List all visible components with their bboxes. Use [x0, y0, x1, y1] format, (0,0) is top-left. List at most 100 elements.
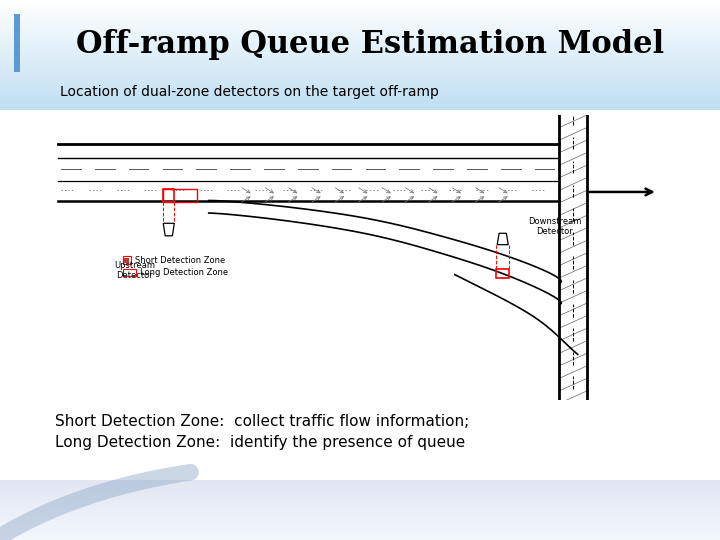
Bar	[0, 503, 720, 504]
Bar	[0, 99, 720, 100]
Bar	[0, 76, 720, 77]
Bar	[0, 492, 720, 493]
Bar	[0, 2, 720, 3]
Bar	[0, 534, 720, 535]
Bar	[0, 46, 720, 47]
Bar	[0, 91, 720, 92]
Bar	[14, 14, 20, 72]
Bar	[0, 535, 720, 536]
Bar	[0, 42, 720, 43]
Bar	[0, 109, 720, 110]
Bar	[0, 506, 720, 507]
Bar	[0, 11, 720, 12]
Bar	[0, 106, 720, 107]
Bar	[0, 493, 720, 494]
Bar	[0, 515, 720, 516]
Bar	[0, 53, 720, 54]
Text: Short Detection Zone:  collect traffic flow information;: Short Detection Zone: collect traffic fl…	[55, 415, 469, 429]
Text: Off-ramp Queue Estimation Model: Off-ramp Queue Estimation Model	[76, 29, 664, 59]
Bar	[0, 61, 720, 62]
Bar	[0, 14, 720, 15]
Bar	[0, 9, 720, 10]
Bar	[0, 17, 720, 18]
Bar	[0, 81, 720, 82]
Bar	[0, 539, 720, 540]
Bar	[0, 504, 720, 505]
Bar	[0, 533, 720, 534]
Bar	[0, 28, 720, 29]
Bar	[0, 98, 720, 99]
Bar	[0, 88, 720, 89]
Bar	[0, 487, 720, 488]
Bar	[0, 49, 720, 50]
Bar	[0, 107, 720, 108]
Bar	[0, 508, 720, 509]
Bar	[0, 480, 720, 481]
Bar	[0, 482, 720, 483]
Bar	[0, 47, 720, 48]
Bar	[0, 514, 720, 515]
Bar	[0, 27, 720, 28]
Bar	[0, 499, 720, 500]
Bar	[0, 521, 720, 522]
Bar	[0, 6, 720, 7]
Bar	[0, 71, 720, 72]
Bar	[0, 33, 720, 34]
Bar	[0, 530, 720, 531]
Bar	[0, 101, 720, 102]
Bar	[0, 1, 720, 2]
Bar	[0, 63, 720, 64]
Text: Upstream
Detector: Upstream Detector	[114, 261, 156, 280]
Bar	[0, 525, 720, 526]
Bar	[0, 30, 720, 31]
Text: Location of dual-zone detectors on the target off-ramp: Location of dual-zone detectors on the t…	[60, 85, 439, 99]
Bar	[0, 488, 720, 489]
Bar	[122, 256, 131, 265]
Bar	[0, 19, 720, 20]
Bar	[0, 517, 720, 518]
Bar	[0, 497, 720, 498]
Bar	[0, 25, 720, 26]
Text: Short Detection Zone: Short Detection Zone	[135, 256, 225, 265]
Bar	[0, 77, 720, 78]
Bar	[0, 104, 720, 105]
Bar	[0, 55, 720, 56]
Bar	[0, 3, 720, 4]
Bar	[0, 4, 720, 5]
Bar	[0, 510, 720, 511]
Bar	[0, 5, 720, 6]
Bar	[0, 45, 720, 46]
Bar	[0, 57, 720, 58]
Bar	[0, 481, 720, 482]
Bar	[0, 93, 720, 94]
Bar	[0, 491, 720, 492]
Bar	[0, 86, 720, 87]
Bar	[0, 100, 720, 101]
Bar	[0, 509, 720, 510]
Bar	[0, 489, 720, 490]
Bar	[0, 511, 720, 512]
Bar	[0, 78, 720, 79]
Bar	[0, 34, 720, 35]
Bar	[0, 84, 720, 85]
Bar	[0, 10, 720, 11]
Bar	[0, 75, 720, 76]
Bar	[0, 507, 720, 508]
Bar	[0, 58, 720, 59]
Bar	[0, 520, 720, 521]
Bar	[0, 496, 720, 497]
Bar	[0, 48, 720, 49]
Bar	[0, 512, 720, 513]
Bar	[0, 50, 720, 51]
Bar	[0, 69, 720, 70]
Bar	[0, 21, 720, 22]
Bar	[0, 0, 720, 1]
Text: Downstream
Detector: Downstream Detector	[528, 217, 582, 237]
Bar	[0, 59, 720, 60]
Bar	[0, 519, 720, 520]
Bar	[0, 56, 720, 57]
Bar	[0, 483, 720, 484]
Bar	[0, 70, 720, 71]
Bar	[0, 513, 720, 514]
Bar	[0, 92, 720, 93]
